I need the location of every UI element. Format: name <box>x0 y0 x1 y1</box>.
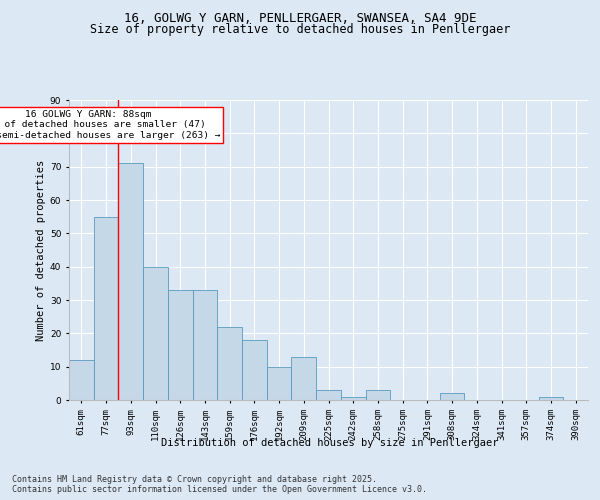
Bar <box>217 326 242 400</box>
Bar <box>292 356 316 400</box>
Text: 16, GOLWG Y GARN, PENLLERGAER, SWANSEA, SA4 9DE: 16, GOLWG Y GARN, PENLLERGAER, SWANSEA, … <box>124 12 476 26</box>
Text: Contains HM Land Registry data © Crown copyright and database right 2025.: Contains HM Land Registry data © Crown c… <box>12 476 377 484</box>
Bar <box>118 164 143 400</box>
Text: Size of property relative to detached houses in Penllergaer: Size of property relative to detached ho… <box>90 22 510 36</box>
Y-axis label: Number of detached properties: Number of detached properties <box>35 160 46 340</box>
Bar <box>242 340 267 400</box>
Bar <box>267 366 292 400</box>
Bar <box>94 216 118 400</box>
Bar <box>316 390 341 400</box>
Text: Distribution of detached houses by size in Penllergaer: Distribution of detached houses by size … <box>161 438 499 448</box>
Text: Contains public sector information licensed under the Open Government Licence v3: Contains public sector information licen… <box>12 484 427 494</box>
Bar <box>69 360 94 400</box>
Bar <box>365 390 390 400</box>
Text: 16 GOLWG Y GARN: 88sqm
← 15% of detached houses are smaller (47)
83% of semi-det: 16 GOLWG Y GARN: 88sqm ← 15% of detached… <box>0 110 221 140</box>
Bar <box>341 396 365 400</box>
Bar <box>539 396 563 400</box>
Bar <box>440 394 464 400</box>
Bar <box>193 290 217 400</box>
Bar <box>168 290 193 400</box>
Bar <box>143 266 168 400</box>
